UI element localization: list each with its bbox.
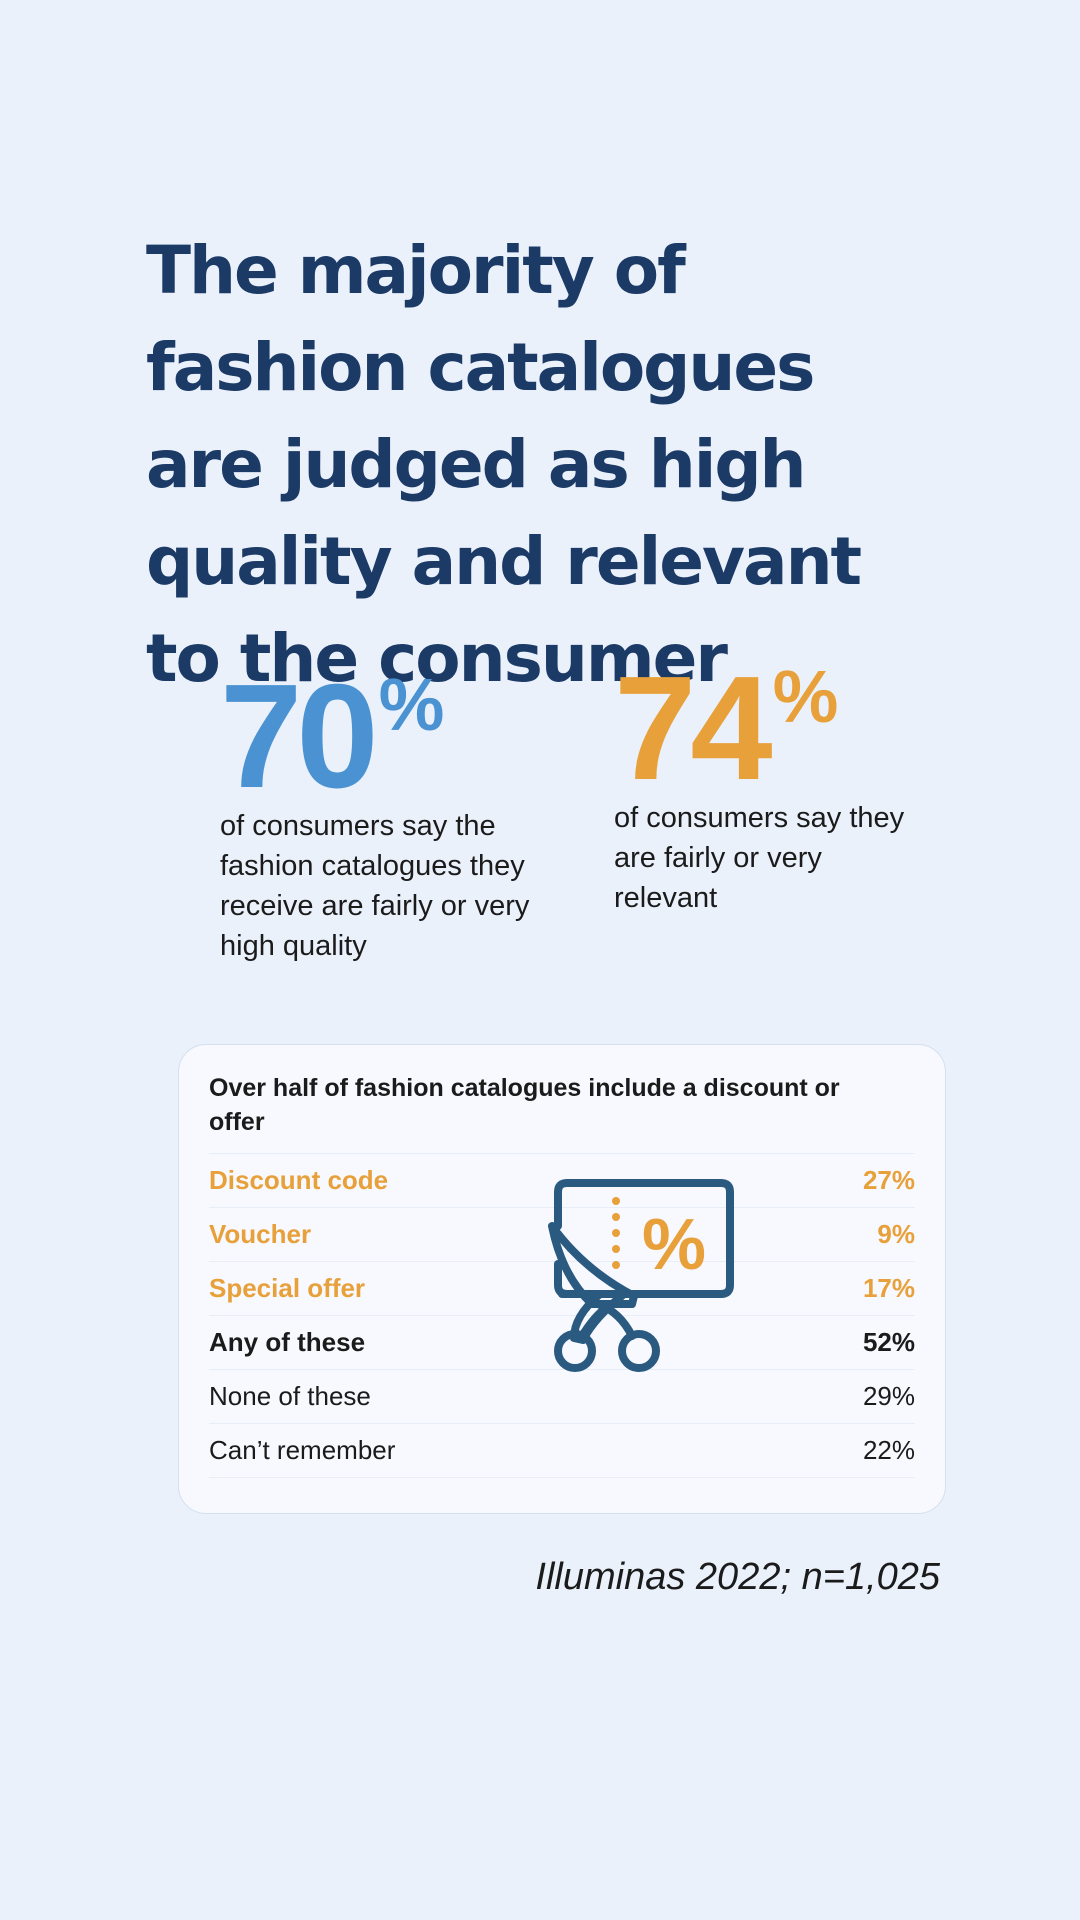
stat-quality-figure: 70% (220, 654, 550, 819)
stat-quality-description: of consumers say the fashion catalogues … (220, 810, 530, 962)
stat-quality-number: 70 (220, 654, 379, 819)
offer-row-cant-remember: Can’t remember 22% (209, 1424, 915, 1478)
offers-table: Discount code 27% Voucher 9% Special off… (209, 1153, 915, 1478)
stat-relevance: 74% of consumers say they are fairly or … (614, 646, 914, 918)
offer-row-special-offer: Special offer 17% (209, 1262, 915, 1316)
stat-quality: 70% of consumers say the fashion catalog… (220, 654, 550, 966)
stat-relevance-description: of consumers say they are fairly or very… (614, 802, 905, 914)
offer-row-discount-code: Discount code 27% (209, 1153, 915, 1208)
offer-row-label: Special offer (209, 1273, 366, 1303)
coupon-scissors-icon: % (548, 1179, 734, 1372)
offers-card: Over half of fashion catalogues include … (178, 1044, 946, 1514)
offer-row-none-of-these: None of these 29% (209, 1370, 915, 1424)
offer-row-value: 27% (862, 1165, 915, 1195)
offer-row-value: 52% (862, 1327, 915, 1357)
stat-quality-percent-sign: % (378, 663, 445, 746)
offer-row-value: 22% (862, 1435, 915, 1465)
offer-row-any-of-these: Any of these 52% (209, 1316, 915, 1370)
offer-row-voucher: Voucher 9% (209, 1208, 915, 1262)
headline: The majority of fashion catalogues are j… (146, 232, 862, 697)
stat-relevance-figure: 74% (614, 646, 914, 811)
offer-row-label: None of these (209, 1381, 371, 1411)
offer-row-value: 17% (862, 1273, 915, 1303)
offer-row-label: Voucher (209, 1219, 312, 1249)
offer-row-value: 29% (862, 1381, 915, 1411)
offer-row-value: 9% (877, 1219, 915, 1249)
offer-row-label: Any of these (209, 1327, 366, 1357)
offer-row-label: Discount code (209, 1165, 389, 1195)
offers-card-title: Over half of fashion catalogues include … (209, 1074, 840, 1136)
source-citation: Illuminas 2022; n=1,025 (535, 1556, 940, 1598)
stat-relevance-percent-sign: % (772, 655, 839, 738)
coupon-percent-glyph: % (642, 1205, 706, 1285)
stat-relevance-number: 74 (614, 646, 773, 811)
offer-row-label: Can’t remember (209, 1435, 396, 1465)
